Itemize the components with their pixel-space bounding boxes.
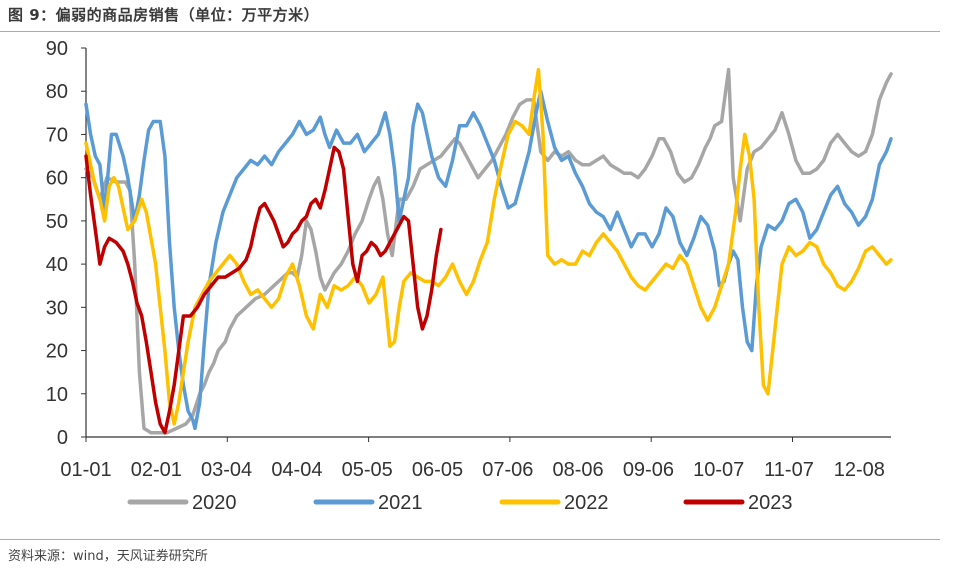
x-tick-label: 02-01 <box>131 459 182 481</box>
figure-title: 图 9：偏弱的商品房销售（单位：万平方米） <box>8 6 320 24</box>
y-tick-label: 30 <box>46 297 68 319</box>
x-tick-label: 06-05 <box>412 459 463 481</box>
y-tick-label: 60 <box>46 168 68 190</box>
top-divider <box>0 31 940 32</box>
x-axis-ticks: 01-01 02-01 03-04 04-04 05-05 06-05 07-06 08-06… <box>60 437 885 481</box>
series-line-2023 <box>84 145 443 435</box>
y-tick-label: 20 <box>46 341 68 363</box>
series-lines <box>84 67 893 435</box>
series-line-2021 <box>84 89 893 431</box>
source-note: 资料来源：wind，天风证券研究所 <box>8 549 208 564</box>
legend-label-2020: 2020 <box>192 492 237 514</box>
x-tick-label: 10-07 <box>693 459 744 481</box>
x-tick-label: 03-04 <box>201 459 252 481</box>
bottom-divider <box>0 539 940 540</box>
y-tick-label: 40 <box>46 254 68 276</box>
line-chart: 0 10 20 30 40 50 60 70 80 90 01-01 02-01 03-04 04-04… <box>46 38 893 514</box>
x-tick-label: 04-04 <box>271 459 322 481</box>
x-tick-label: 05-05 <box>342 459 393 481</box>
y-tick-label: 50 <box>46 211 68 233</box>
y-tick-label: 90 <box>46 38 68 60</box>
x-tick-label: 01-01 <box>60 459 111 481</box>
x-tick-label: 12-08 <box>834 459 885 481</box>
y-tick-label: 0 <box>57 427 68 449</box>
x-tick-label: 08-06 <box>553 459 604 481</box>
legend: 2020 2021 2022 2023 <box>127 492 793 514</box>
legend-label-2021: 2021 <box>378 492 423 514</box>
y-axis-ticks: 0 10 20 30 40 50 60 70 80 90 <box>46 38 86 449</box>
series-line-2022 <box>84 67 893 426</box>
x-tick-label: 07-06 <box>482 459 533 481</box>
legend-label-2022: 2022 <box>564 492 609 514</box>
y-tick-label: 70 <box>46 124 68 146</box>
y-tick-label: 10 <box>46 384 68 406</box>
y-tick-label: 80 <box>46 81 68 103</box>
legend-label-2023: 2023 <box>748 492 793 514</box>
x-tick-label: 09-06 <box>623 459 674 481</box>
x-tick-label: 11-07 <box>764 459 814 481</box>
